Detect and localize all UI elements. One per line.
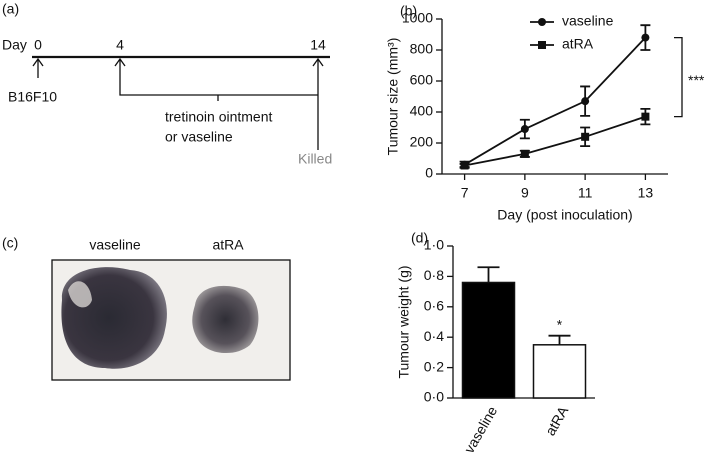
panel-label: (a)	[2, 1, 19, 17]
x-axis-label: Day (post inoculation)	[497, 207, 632, 223]
point	[581, 97, 590, 106]
y-tick-label: 0·6	[424, 298, 444, 314]
photo-label: atRA	[212, 237, 244, 253]
day-label: 14	[310, 37, 326, 53]
start-label: B16F10	[8, 89, 57, 105]
bar	[461, 281, 516, 399]
series-line	[464, 115, 646, 167]
point	[520, 149, 529, 158]
y-tick-label: 600	[410, 72, 434, 88]
error-bar	[477, 266, 500, 283]
tumour-highlight	[68, 281, 92, 308]
y-tick-label: 0	[425, 165, 433, 181]
treatment-label: or vaseline	[165, 129, 233, 145]
significance-bracket	[674, 36, 683, 118]
arrow	[114, 57, 126, 90]
arrow	[32, 57, 44, 78]
legend-marker	[538, 18, 546, 26]
y-axis-label: Tumour size (mm³)	[385, 38, 401, 156]
bracket	[119, 90, 318, 101]
photo: (c) vaseline atRA	[2, 235, 291, 381]
x-tick-label: 9	[521, 185, 529, 201]
significance-label: *	[557, 316, 563, 332]
legend-label: atRA	[562, 36, 594, 52]
x-tick-label: 7	[461, 185, 469, 201]
tumour	[192, 285, 259, 354]
series-line	[464, 36, 647, 166]
point	[641, 33, 650, 42]
panel-label: (d)	[411, 230, 428, 246]
bar	[532, 344, 587, 399]
y-tick-label: 0·2	[424, 358, 444, 374]
x-tick-label: atRA	[542, 403, 572, 439]
y-tick-label: 400	[410, 103, 434, 119]
end-label: Killed	[298, 151, 332, 167]
timeline: (a) Day 0 4 14 B16F10 tretinoin ointment…	[2, 1, 332, 167]
y-tick-label: 800	[410, 41, 434, 57]
day-label: 4	[116, 37, 124, 53]
y-axis-label: Tumour weight (g)	[396, 265, 412, 378]
x-tick-label: vaseline	[461, 403, 501, 456]
x-tick-label: 11	[578, 185, 593, 201]
timeline-label: Day	[2, 37, 27, 53]
point	[520, 125, 529, 134]
legend-label: vaseline	[562, 13, 614, 29]
y-tick-label: 1000	[402, 10, 433, 26]
treatment-label: tretinoin ointment	[165, 109, 273, 125]
y-tick-label: 0·0	[424, 389, 444, 405]
x-tick-label: 13	[638, 185, 654, 201]
y-tick-label: 1·0	[424, 237, 444, 253]
arrow	[312, 57, 324, 150]
photo-label: vaseline	[89, 237, 141, 253]
panel-label: (c)	[2, 235, 18, 251]
panel-label: (b)	[400, 3, 417, 19]
significance-label: ***	[688, 72, 705, 88]
y-tick-label: 0·4	[424, 328, 444, 344]
y-tick-label: 200	[410, 134, 434, 150]
error-bar	[548, 334, 571, 345]
point	[581, 132, 590, 141]
day-label: 0	[34, 37, 42, 53]
point	[460, 161, 469, 170]
point	[641, 112, 650, 121]
legend-marker	[538, 41, 546, 49]
y-tick-label: 0·8	[424, 267, 444, 283]
